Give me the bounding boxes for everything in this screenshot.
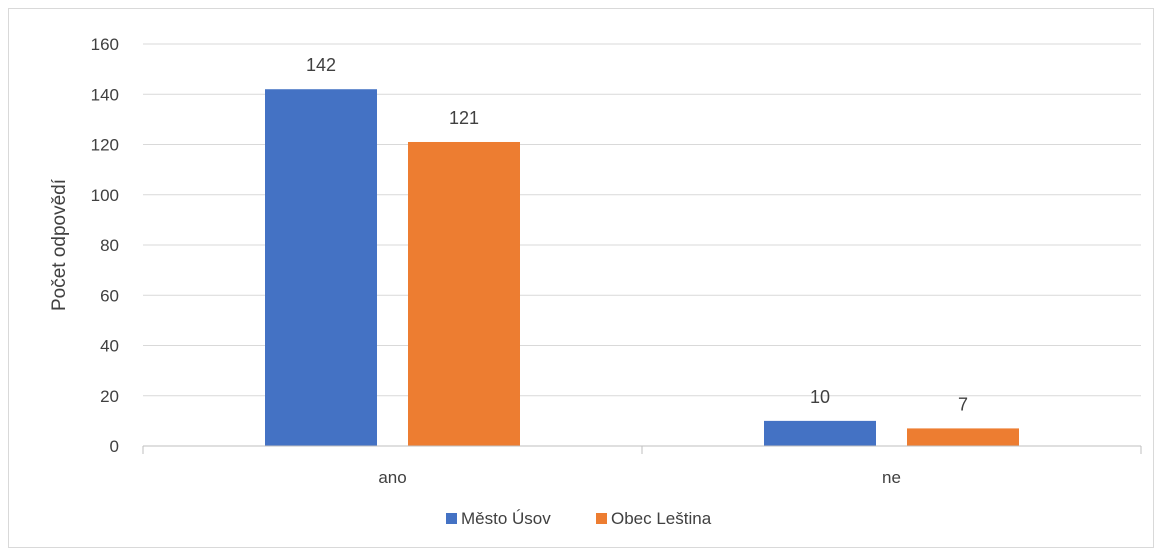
y-tick-label: 80 [100, 236, 119, 255]
bars [265, 89, 1019, 447]
x-axis: ano ne [142, 445, 1142, 487]
y-axis-ticks: 0 20 40 60 80 100 120 140 160 [91, 35, 119, 456]
y-tick-label: 160 [91, 35, 119, 54]
data-label: 121 [449, 108, 479, 128]
legend-label: Město Úsov [461, 509, 551, 528]
data-label: 142 [306, 55, 336, 75]
y-tick-label: 120 [91, 136, 119, 155]
y-tick-label: 140 [91, 85, 119, 104]
x-tick-label: ano [378, 468, 406, 487]
data-label: 10 [810, 387, 830, 407]
x-tick-label: ne [882, 468, 901, 487]
bar [764, 420, 876, 446]
data-label: 7 [958, 394, 968, 414]
y-tick-label: 100 [91, 186, 119, 205]
bar [408, 141, 520, 447]
legend-label: Obec Leština [611, 509, 712, 528]
legend: Město Úsov Obec Leština [446, 509, 712, 528]
bar [265, 89, 377, 446]
bar [907, 428, 1019, 446]
y-tick-label: 20 [100, 387, 119, 406]
y-tick-label: 40 [100, 337, 119, 356]
y-tick-label: 0 [110, 437, 119, 456]
y-axis-label: Počet odpovědí [49, 178, 70, 311]
legend-swatch [446, 513, 457, 524]
bar-chart: 0 20 40 60 80 100 120 140 160 142 121 10 7 ano ne Po… [49, 35, 1142, 528]
data-labels: 142 121 10 7 [306, 55, 968, 414]
legend-swatch [596, 513, 607, 524]
y-tick-label: 60 [100, 286, 119, 305]
chart-frame: 0 20 40 60 80 100 120 140 160 142 121 10 7 ano ne Po… [8, 8, 1154, 548]
